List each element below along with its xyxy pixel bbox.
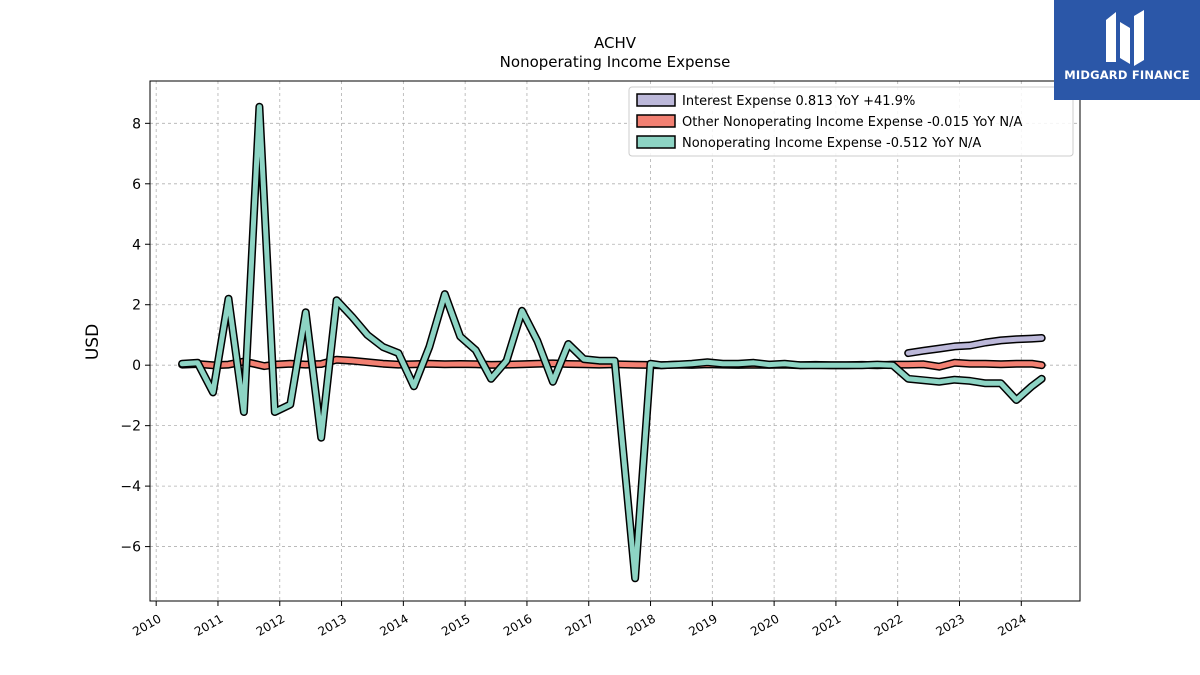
plot-frame — [149, 80, 1081, 602]
y-axis-label: USD — [83, 324, 103, 360]
legend-box — [628, 86, 1074, 157]
series-line-interest-expense — [905, 335, 1045, 356]
x-tick-label: 2021 — [810, 611, 843, 638]
y-axis-ticks: −6 −4 −2 0 2 4 6 8 — [120, 116, 150, 556]
legend: Interest Expense 0.813 YoY +41.9% Other N… — [628, 86, 1074, 157]
x-tick-label: 2019 — [686, 611, 719, 638]
x-tick-label: 2010 — [130, 611, 163, 638]
y-tick-label: 2 — [132, 298, 141, 314]
x-tick-label: 2018 — [625, 611, 658, 638]
x-axis-ticks: 2010 2011 2012 2013 2014 2015 2016 2017 2018 2019… — [130, 601, 1029, 639]
x-tick-label: 2012 — [254, 611, 287, 638]
x-tick-label: 2017 — [563, 611, 596, 638]
y-tick-label: 6 — [132, 177, 141, 193]
brand-logo: MIDGARD FINANCE — [1054, 0, 1200, 100]
x-tick-label: 2011 — [192, 611, 225, 638]
x-tick-label: 2023 — [934, 611, 967, 638]
chart-title: ACHV — [594, 34, 637, 52]
y-tick-label: 8 — [132, 116, 141, 132]
y-tick-label: −4 — [120, 479, 141, 495]
x-tick-label: 2020 — [748, 611, 781, 638]
legend-swatch — [636, 93, 676, 107]
y-tick-label: 4 — [132, 237, 141, 253]
midgard-logo-icon — [1106, 10, 1144, 66]
x-tick-label: 2014 — [377, 611, 410, 638]
x-tick-label: 2016 — [501, 611, 534, 638]
brand-name: MIDGARD FINANCE — [1064, 68, 1190, 82]
grid-lines — [150, 81, 1080, 601]
chart-subtitle: Nonoperating Income Expense — [500, 53, 731, 71]
legend-swatch — [636, 135, 676, 149]
x-tick-label: 2013 — [316, 611, 349, 638]
y-tick-label: −6 — [120, 540, 141, 556]
y-tick-label: −2 — [120, 419, 141, 435]
series-line-nonoperating-income-expense — [179, 104, 1045, 581]
legend-label: Nonoperating Income Expense -0.512 YoY N… — [682, 136, 981, 151]
legend-swatch — [636, 114, 676, 128]
x-tick-label: 2015 — [439, 611, 472, 638]
legend-label: Other Nonoperating Income Expense -0.015… — [682, 115, 1022, 130]
legend-label: Interest Expense 0.813 YoY +41.9% — [682, 94, 915, 109]
x-tick-label: 2022 — [872, 611, 905, 638]
x-tick-label: 2024 — [995, 611, 1028, 638]
y-tick-label: 0 — [132, 358, 141, 374]
series-layer — [178, 102, 1046, 583]
